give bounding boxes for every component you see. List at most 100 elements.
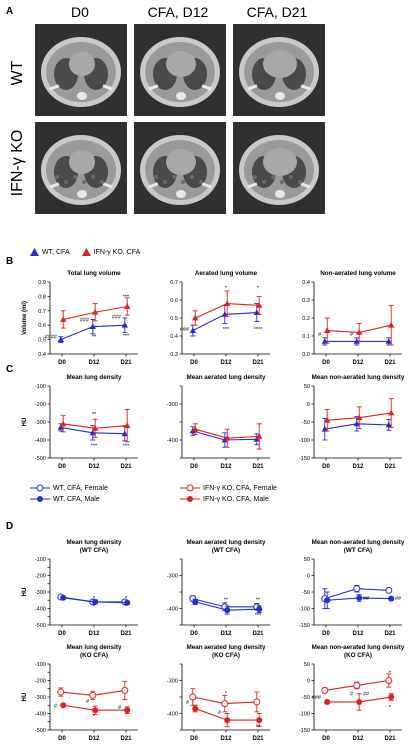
- data-point: [124, 707, 131, 714]
- triangle-marker-icon: [30, 248, 39, 256]
- significance-annotation: ***: [123, 333, 130, 339]
- data-point: [60, 316, 67, 322]
- data-point: [356, 414, 363, 421]
- significance-annotation: ***: [223, 327, 230, 333]
- x-tick-label: D0: [322, 631, 330, 637]
- significance-annotation: ###: [180, 327, 190, 333]
- significance-annotation: ##: [363, 596, 370, 602]
- significance-annotation: *: [93, 714, 96, 720]
- data-point: [353, 681, 361, 689]
- legend-item-ko-female: IFN-γ KO, CFA, Female: [180, 484, 330, 492]
- y-tick-label: -100: [299, 438, 310, 444]
- x-tick-label: D21: [384, 736, 396, 742]
- y-tick-label: -100: [299, 712, 310, 718]
- y-tick-label: -500: [35, 728, 46, 734]
- y-tick-label: 0.6: [38, 323, 46, 329]
- data-point: [324, 327, 331, 333]
- significance-annotation: *: [257, 285, 260, 291]
- x-tick-label: D21: [252, 464, 264, 470]
- x-tick-label: D21: [120, 736, 132, 742]
- y-tick-label: -200: [35, 574, 46, 580]
- open-circle-marker-icon: [180, 484, 200, 492]
- chart-subtitle: (KO CFA): [212, 652, 240, 659]
- x-tick-label: D12: [352, 631, 364, 637]
- y-tick-label: -300: [35, 420, 46, 426]
- legend-label: IFN-γ KO, CFA: [93, 248, 141, 256]
- data-point: [385, 586, 393, 594]
- significance-annotation: ###: [112, 315, 122, 321]
- significance-annotation: *: [389, 705, 392, 711]
- y-tick-label: -300: [167, 574, 178, 580]
- y-tick-label: -400: [167, 438, 178, 444]
- data-point: [89, 691, 97, 699]
- significance-annotation: ****: [254, 327, 263, 333]
- significance-annotation: ***: [91, 443, 98, 449]
- legend-item-wt-female: WT, CFA, Female: [30, 484, 180, 492]
- data-point: [321, 426, 328, 432]
- data-point: [60, 420, 67, 427]
- data-point: [92, 598, 99, 605]
- column-header-d0: D0: [71, 4, 89, 20]
- chart-title: Mean non-aerated lung density: [312, 374, 405, 381]
- data-point: [224, 435, 231, 441]
- data-point: [124, 303, 131, 309]
- chart-subtitle: (WT CFA): [212, 547, 240, 554]
- column-header-d12: CFA, D12: [147, 4, 209, 20]
- significance-annotation: #: [350, 332, 354, 338]
- x-tick-label: D0: [190, 736, 198, 742]
- x-tick-label: D21: [252, 736, 264, 742]
- x-tick-label: D0: [322, 736, 330, 742]
- chart-d2: Mean aerated lung density(WT CFA) -400 -30…: [167, 539, 270, 637]
- y-tick-label: 0.4: [302, 280, 310, 286]
- chart-title: Mean aerated lung density: [186, 644, 266, 651]
- y-tick-label: -300: [35, 695, 46, 701]
- significance-annotation: **: [256, 725, 261, 731]
- y-tick-label: -50: [302, 695, 310, 701]
- data-point: [57, 688, 65, 696]
- data-point: [253, 698, 261, 706]
- data-point: [92, 309, 99, 315]
- x-tick-label: D12: [352, 736, 364, 742]
- x-tick-label: D0: [190, 464, 198, 470]
- significance-annotation: **: [92, 335, 97, 341]
- y-tick-label: -400: [167, 607, 178, 613]
- chart-d4: Mean lung density(KO CFA) HU -500 -400 -300 -…: [22, 644, 138, 742]
- x-tick-label: D0: [58, 736, 66, 742]
- y-tick-label: 0.2: [302, 316, 310, 322]
- legend-label: WT, CFA, Male: [53, 495, 100, 503]
- significance-annotation: #: [218, 710, 222, 716]
- filled-circle-marker-icon: [180, 496, 200, 502]
- x-tick-label: D12: [88, 736, 100, 742]
- y-tick-label: 50: [304, 384, 310, 390]
- row-header-wt: WT: [9, 60, 26, 86]
- data-point: [356, 698, 363, 705]
- open-circle-marker-icon: [30, 484, 50, 492]
- significance-annotation: ***: [123, 443, 130, 449]
- data-point: [356, 329, 363, 335]
- data-point: [189, 693, 197, 701]
- x-tick-label: D12: [88, 631, 100, 637]
- legend-label: WT, CFA: [42, 248, 70, 256]
- y-tick-label: 0.9: [38, 280, 46, 286]
- y-axis-label: HU: [22, 693, 28, 702]
- data-point: [388, 409, 395, 416]
- x-tick-label: D21: [120, 464, 132, 470]
- x-tick-label: D12: [220, 631, 232, 637]
- data-point: [256, 433, 263, 439]
- chart-subtitle: (WT CFA): [80, 547, 108, 554]
- data-point: [253, 309, 260, 315]
- data-point: [121, 686, 129, 694]
- significance-annotation: **: [224, 597, 229, 603]
- data-point: [256, 606, 263, 613]
- y-tick-label: -300: [167, 679, 178, 685]
- legend-item-wt-male: WT, CFA, Male: [30, 495, 180, 503]
- chart-title: Mean lung density: [67, 374, 122, 381]
- data-point: [121, 430, 128, 437]
- chart-d1: Mean lung density(WT CFA) HU -500 -400 -300 -…: [22, 539, 138, 637]
- y-tick-label: -400: [35, 438, 46, 444]
- x-tick-label: D0: [190, 360, 198, 366]
- data-point: [124, 599, 131, 606]
- data-point: [89, 323, 96, 330]
- y-tick-label: -100: [35, 557, 46, 563]
- significance-annotation: #: [186, 700, 190, 706]
